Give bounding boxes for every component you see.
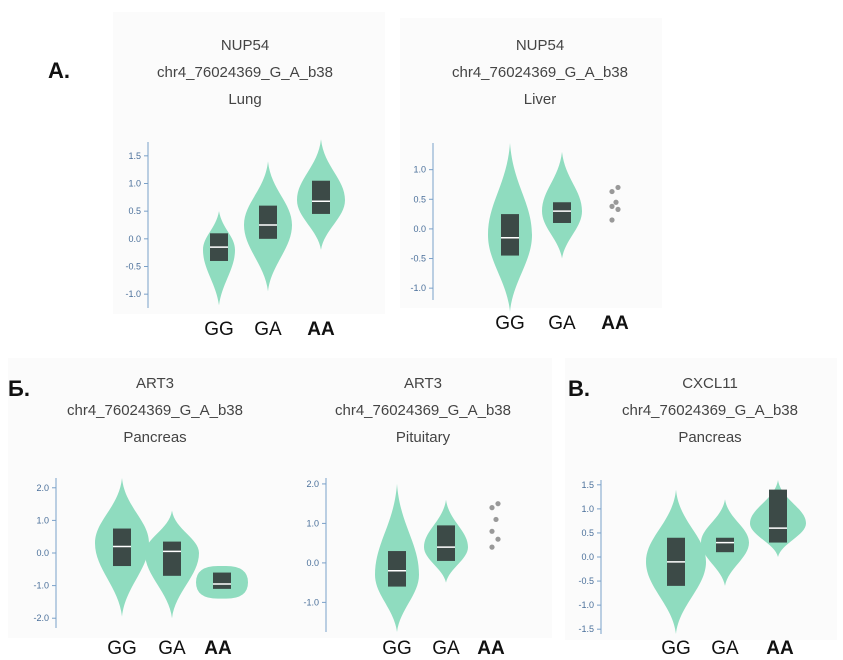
y-tick-label: -0.5 bbox=[578, 576, 594, 586]
genotype-label-gg: GG bbox=[382, 638, 412, 659]
y-tick-label: 1.0 bbox=[128, 179, 141, 189]
y-tick-label: -1.0 bbox=[410, 283, 426, 293]
chart-title-variant: chr4_76024369_G_A_b38 bbox=[452, 64, 628, 81]
y-tick-label: 0.0 bbox=[36, 548, 49, 558]
y-tick-label: -1.0 bbox=[33, 581, 49, 591]
chart-title-variant: chr4_76024369_G_A_b38 bbox=[622, 402, 798, 419]
iqr-box bbox=[163, 541, 181, 576]
outlier-point bbox=[609, 217, 615, 223]
genotype-label-aa: AA bbox=[601, 313, 629, 334]
chart-title-gene: NUP54 bbox=[220, 37, 270, 54]
panel-background-art3-pituitary bbox=[290, 358, 552, 638]
y-tick-label: 0.5 bbox=[128, 206, 141, 216]
y-tick-label: 0.0 bbox=[413, 224, 426, 234]
chart-title-gene: ART3 bbox=[403, 375, 443, 392]
chart-title-tissue: Pancreas bbox=[123, 429, 187, 446]
y-tick-label: -0.5 bbox=[410, 254, 426, 264]
outlier-point bbox=[495, 536, 501, 542]
iqr-box bbox=[501, 214, 519, 256]
genotype-label-aa: AA bbox=[204, 638, 232, 659]
iqr-box bbox=[113, 528, 131, 567]
y-tick-label: -1.0 bbox=[578, 600, 594, 610]
y-tick-label: 1.0 bbox=[36, 515, 49, 525]
outlier-point bbox=[489, 544, 495, 550]
y-tick-label: 2.0 bbox=[306, 479, 319, 489]
y-tick-label: -2.0 bbox=[33, 613, 49, 623]
iqr-box bbox=[213, 572, 231, 589]
genotype-label-aa: AA bbox=[766, 638, 794, 659]
chart-title-variant: chr4_76024369_G_A_b38 bbox=[157, 64, 333, 81]
iqr-box bbox=[437, 525, 455, 561]
chart-title-variant: chr4_76024369_G_A_b38 bbox=[67, 402, 243, 419]
chart-title-tissue: Lung bbox=[228, 91, 262, 108]
genotype-label-ga: GA bbox=[158, 638, 186, 659]
y-tick-label: 0.0 bbox=[128, 234, 141, 244]
y-tick-label: 1.5 bbox=[128, 151, 141, 161]
y-tick-label: 1.5 bbox=[581, 480, 594, 490]
genotype-label-gg: GG bbox=[661, 638, 691, 659]
y-tick-label: 0.0 bbox=[306, 558, 319, 568]
chart-title-variant: chr4_76024369_G_A_b38 bbox=[335, 402, 511, 419]
y-tick-label: 0.5 bbox=[413, 194, 426, 204]
genotype-label-gg: GG bbox=[204, 319, 234, 340]
genotype-label-ga: GA bbox=[711, 638, 739, 659]
panel-background-nup54-liver bbox=[400, 18, 662, 308]
panel-background-nup54-lung bbox=[113, 12, 385, 314]
panel-background-cxcl11-pancreas bbox=[565, 358, 837, 640]
genotype-label-aa: AA bbox=[477, 638, 505, 659]
outlier-point bbox=[489, 505, 495, 511]
genotype-label-ga: GA bbox=[254, 319, 282, 340]
outlier-point bbox=[615, 184, 621, 191]
genotype-label-ga: GA bbox=[548, 313, 576, 334]
genotype-label-gg: GG bbox=[107, 638, 137, 659]
y-tick-label: 1.0 bbox=[306, 518, 319, 528]
y-tick-label: 0.5 bbox=[581, 528, 594, 538]
iqr-box bbox=[716, 537, 734, 553]
chart-title-tissue: Pancreas bbox=[678, 429, 742, 446]
chart-title-gene: CXCL11 bbox=[682, 375, 738, 392]
genotype-label-gg: GG bbox=[495, 313, 525, 334]
iqr-box bbox=[388, 551, 406, 587]
genotype-label-ga: GA bbox=[432, 638, 460, 659]
iqr-box bbox=[312, 180, 330, 214]
iqr-box bbox=[553, 202, 571, 223]
iqr-box bbox=[259, 205, 277, 239]
y-tick-label: 1.0 bbox=[581, 504, 594, 514]
y-tick-label: -0.5 bbox=[125, 262, 141, 272]
chart-title-gene: ART3 bbox=[135, 375, 175, 392]
panel-label-v: B. bbox=[568, 376, 590, 401]
outlier-point bbox=[615, 206, 621, 212]
outlier-point bbox=[613, 199, 619, 205]
panel-label-b: Б. bbox=[8, 376, 30, 401]
y-tick-label: 0.0 bbox=[581, 552, 594, 562]
outlier-point bbox=[493, 516, 499, 523]
genotype-label-aa: AA bbox=[307, 319, 335, 340]
outlier-point bbox=[609, 188, 615, 195]
iqr-box bbox=[769, 489, 787, 543]
outlier-point bbox=[609, 203, 615, 209]
panel-label-a: A. bbox=[48, 58, 70, 83]
chart-title-tissue: Pituitary bbox=[395, 429, 451, 446]
y-tick-label: -1.0 bbox=[125, 289, 141, 299]
y-tick-label: -1.0 bbox=[303, 597, 319, 607]
y-tick-label: 2.0 bbox=[36, 483, 49, 493]
outlier-point bbox=[489, 528, 495, 534]
chart-title-tissue: Liver bbox=[523, 91, 557, 108]
outlier-point bbox=[495, 501, 501, 507]
y-tick-label: 1.0 bbox=[413, 165, 426, 175]
chart-title-gene: NUP54 bbox=[515, 37, 565, 54]
y-tick-label: -1.5 bbox=[578, 624, 594, 634]
